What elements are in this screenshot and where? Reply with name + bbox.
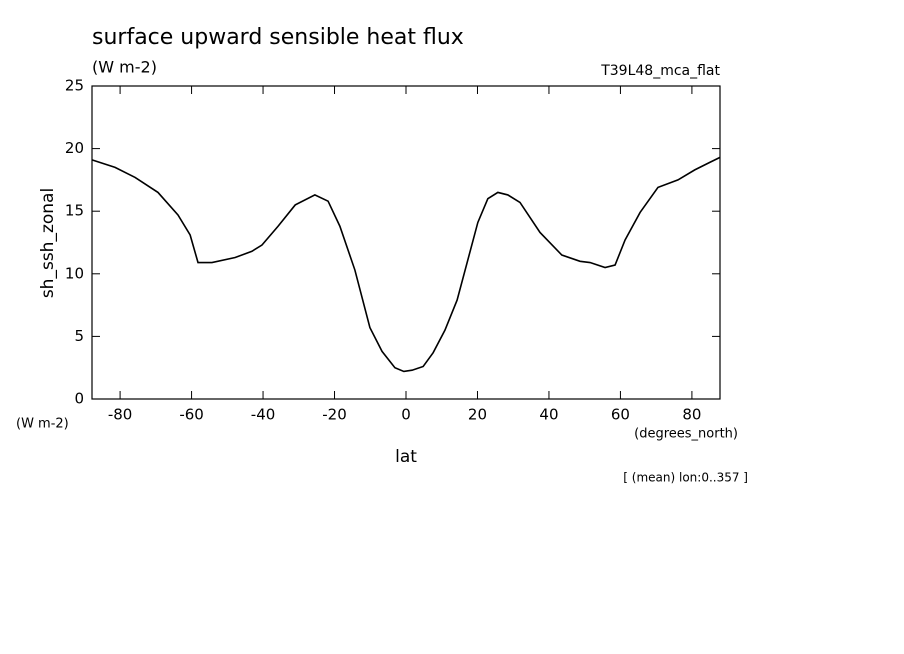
y-tick-label: 15 <box>65 202 84 220</box>
y-axis-label: sh_ssh_zonal <box>38 188 58 298</box>
y-units: (W m-2) <box>16 417 69 432</box>
x-tick-label: -80 <box>108 406 133 424</box>
x-tick-label: 20 <box>468 406 487 424</box>
dataset: T39L48_mca_flat <box>600 63 720 79</box>
plot-frame <box>91 85 721 400</box>
x-tick-label: -60 <box>179 406 204 424</box>
y-tick-label: 10 <box>65 264 84 282</box>
y-tick-label: 25 <box>65 77 84 95</box>
y-tick-label: 5 <box>74 327 84 345</box>
y-tick-label: 0 <box>74 390 84 408</box>
x-tick-label: -40 <box>251 406 276 424</box>
units: (W m-2) <box>92 58 157 77</box>
x-tick-label: 60 <box>611 406 630 424</box>
note: [ (mean) lon:0..357 ] <box>623 471 748 485</box>
x-tick-label: 80 <box>682 406 701 424</box>
chart-title: surface upward sensible heat flux <box>92 25 464 50</box>
x-tick-label: 0 <box>401 406 411 424</box>
x-tick-label: 40 <box>539 406 558 424</box>
x-axis-label: lat <box>395 447 417 467</box>
data-line <box>91 156 721 373</box>
x-units: (degrees_north) <box>634 427 738 442</box>
y-tick-label: 20 <box>65 139 84 157</box>
x-tick-label: -20 <box>322 406 347 424</box>
